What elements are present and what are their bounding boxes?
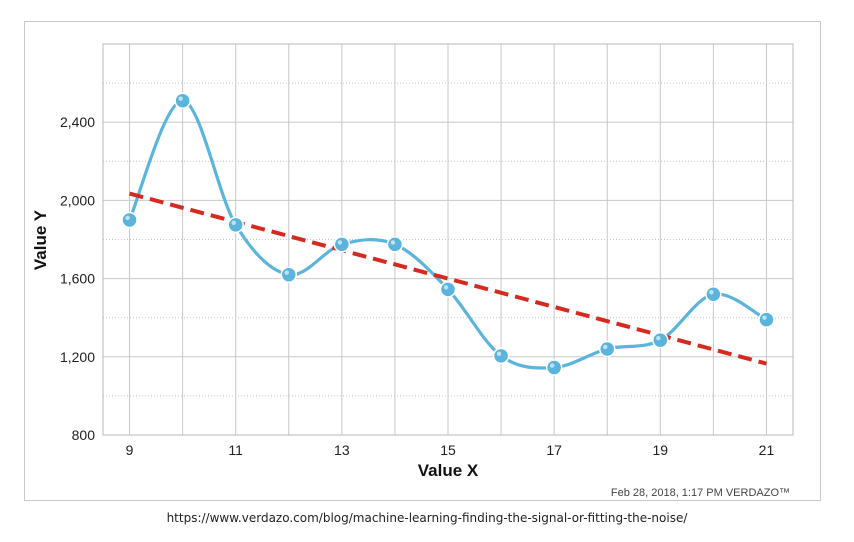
series-layer xyxy=(121,92,775,376)
data-point xyxy=(333,236,351,253)
data-point-highlight xyxy=(603,344,608,350)
x-axis-title: Value X xyxy=(418,461,479,480)
data-point xyxy=(227,216,244,234)
source-url: https://www.verdazo.com/blog/machine-lea… xyxy=(166,511,688,525)
y-tick-label: 2,400 xyxy=(60,114,95,130)
data-point xyxy=(121,211,138,229)
data-point xyxy=(174,92,191,109)
data-point-highlight xyxy=(178,96,183,101)
data-point-highlight xyxy=(762,315,767,320)
data-point xyxy=(598,340,616,358)
x-tick-label: 19 xyxy=(653,442,669,458)
data-point xyxy=(386,236,404,253)
data-point-highlight xyxy=(549,363,555,368)
y-axis-title: Value Y xyxy=(31,209,50,270)
data-point-highlight xyxy=(656,335,661,341)
x-tick-label: 17 xyxy=(546,442,562,458)
data-point xyxy=(705,285,722,303)
grid-layer xyxy=(103,43,793,435)
y-tick-label: 1,200 xyxy=(60,349,95,365)
data-point-highlight xyxy=(125,215,130,221)
data-point xyxy=(652,331,669,349)
data-point-highlight xyxy=(390,240,396,245)
data-point xyxy=(545,359,563,376)
y-tick-label: 1,600 xyxy=(60,271,95,287)
ticks-layer: 800 1,200 1,600 2,000 2,400 9 11 13 15 17 19 21 xyxy=(60,114,775,458)
data-point-highlight xyxy=(231,220,236,226)
x-tick-label: 9 xyxy=(126,442,134,458)
data-point xyxy=(492,347,510,365)
data-point xyxy=(758,311,775,328)
chart-frame xyxy=(24,21,821,501)
data-point xyxy=(280,266,298,283)
credit-label: Feb 28, 2018, 1:17 PM VERDAZO™ xyxy=(611,487,790,499)
data-point-highlight xyxy=(443,285,449,290)
plot-border xyxy=(102,43,794,436)
x-tick-label: 21 xyxy=(759,442,775,458)
data-point-highlight xyxy=(496,351,502,357)
y-tick-label: 800 xyxy=(72,427,96,443)
x-tick-label: 13 xyxy=(334,442,350,458)
x-tick-label: 15 xyxy=(440,442,456,458)
y-tick-label: 2,000 xyxy=(60,192,95,208)
data-point-highlight xyxy=(709,290,714,295)
data-point-highlight xyxy=(284,270,289,275)
x-tick-label: 11 xyxy=(228,442,243,458)
data-point xyxy=(439,281,457,298)
data-point-highlight xyxy=(337,240,343,245)
